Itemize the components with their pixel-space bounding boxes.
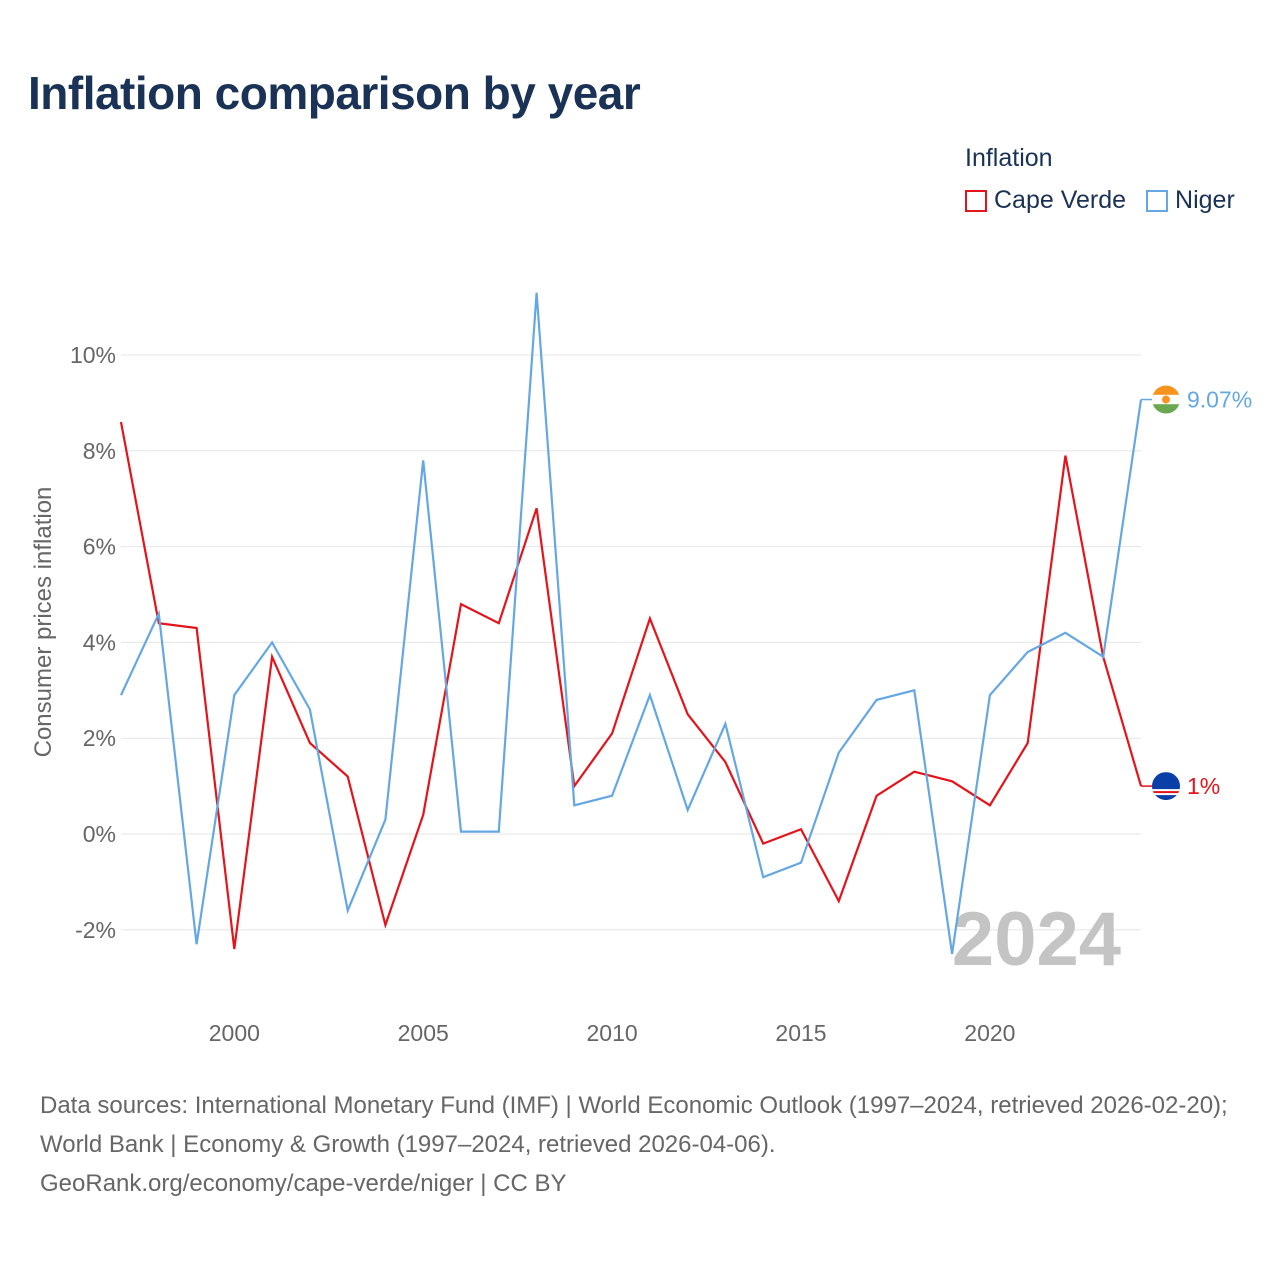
legend-item-cape-verde[interactable]: Cape Verde — [965, 186, 1126, 215]
source-line-2[interactable]: GeoRank.org/economy/cape-verde/niger | C… — [40, 1170, 567, 1197]
year-watermark: 2024 — [952, 897, 1121, 982]
line-chart: -2% 0% 2% 4% 6% 8% 10% 2000 2005 2010 2015 2020 Co… — [30, 292, 1252, 1046]
source-line-1: Data sources: International Monetary Fun… — [40, 1092, 1228, 1158]
y-tick-label: 6% — [83, 534, 116, 560]
series-lines — [119, 292, 1143, 954]
legend: Cape Verde Niger — [965, 186, 1235, 215]
y-axis-label: Consumer prices inflation — [30, 487, 57, 758]
chart-title: Inflation comparison by year — [28, 67, 641, 119]
end-label-cape-verde: 1% — [1187, 773, 1220, 799]
legend-label-niger: Niger — [1175, 186, 1235, 214]
x-tick-label: 2005 — [398, 1020, 449, 1046]
y-tick-label: 8% — [83, 438, 116, 464]
source-note: Data sources: International Monetary Fun… — [40, 1086, 1250, 1203]
x-tick-label: 2020 — [964, 1020, 1015, 1046]
y-tick-label: 10% — [70, 342, 116, 368]
legend-item-niger[interactable]: Niger — [1146, 186, 1235, 215]
x-tick-label: 2015 — [775, 1020, 826, 1046]
legend-swatch-cape-verde — [965, 189, 987, 212]
legend-label-cape-verde: Cape Verde — [994, 186, 1127, 214]
legend-title: Inflation — [965, 144, 1053, 172]
y-tick-label: 4% — [83, 629, 116, 655]
y-tick-label: 2% — [83, 725, 116, 751]
cape-verde-flag-icon — [1152, 772, 1180, 801]
grid-lines — [121, 354, 1141, 931]
end-label-niger: 9.07% — [1187, 387, 1252, 413]
x-tick-label: 2000 — [209, 1020, 260, 1046]
legend-swatch-niger — [1146, 189, 1169, 212]
end-markers: 1% 9.07% — [1141, 385, 1252, 801]
series-line-niger — [120, 292, 1143, 954]
series-line-cape-verde — [119, 421, 1143, 950]
y-tick-label: 0% — [83, 821, 116, 847]
niger-flag-icon — [1152, 385, 1180, 414]
y-tick-label: -2% — [75, 917, 116, 943]
x-tick-label: 2010 — [587, 1020, 638, 1046]
y-tick-labels: -2% 0% 2% 4% 6% 8% 10% — [70, 342, 116, 943]
x-tick-labels: 2000 2005 2010 2015 2020 — [209, 1020, 1016, 1046]
